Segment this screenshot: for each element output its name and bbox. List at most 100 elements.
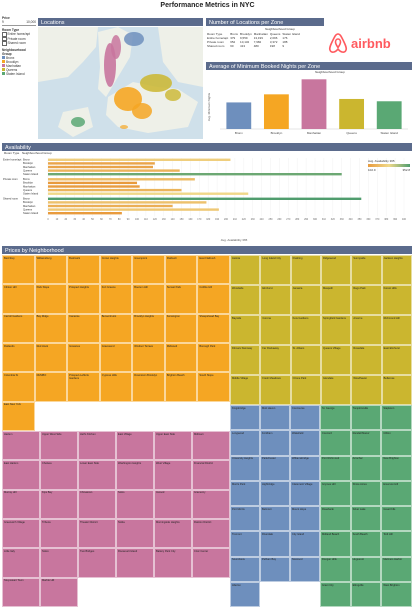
neighborhood-tile[interactable]: Wakefield [290,430,320,455]
neighborhood-tile[interactable]: Bensonhurst [100,314,133,343]
table-row[interactable]: Private room 652 10,132 7,982 3,372 188 [206,40,301,44]
neighborhood-tile[interactable]: Greenpoint [132,255,165,284]
neighborhood-tile[interactable]: Marble Hill [40,578,78,607]
availability-bar[interactable] [48,173,342,175]
availability-bar[interactable] [48,212,122,214]
neighborhood-tile[interactable]: Gramercy [192,490,230,519]
neighborhood-tile[interactable]: Concord [320,430,351,455]
availability-bar[interactable] [48,189,182,191]
neighborhood-tile[interactable]: Bayside [230,315,260,345]
min-nights-chart[interactable]: Avg. Minimum Nights Bronx Brooklyn Manhatt… [206,75,412,139]
neighborhood-tile[interactable]: East Elmhurst [382,345,412,375]
availability-bar[interactable] [48,159,230,161]
neighborhood-tile[interactable]: Midland Beach [320,531,351,556]
neighborhood-tile[interactable]: City Island [290,531,320,556]
neighborhood-tile[interactable]: Boerum Hill [132,284,165,313]
neighborhood-tile[interactable]: Gowanus [67,343,100,372]
neighborhood-tile[interactable]: Columbia St [2,372,35,401]
neighborhood-tile[interactable]: University Heights [230,456,260,481]
neighborhood-tile[interactable]: Midwood [165,343,198,372]
neighborhood-tile[interactable]: Gravesend [100,343,133,372]
neighborhood-tile[interactable]: Borough Park [197,343,230,372]
table-row[interactable]: Entire home/apt 379 9,559 13,199 2,096 1… [206,36,301,40]
neighborhood-tile[interactable]: Theater District [78,519,116,548]
neighborhood-tile[interactable]: Stapleton [381,405,412,430]
neighborhood-tile[interactable]: Great Kills [381,506,412,531]
neighborhood-tile[interactable]: Stuyvesant Town [2,578,40,607]
availability-bar[interactable] [48,201,206,203]
neighborhood-tile[interactable]: Longwood [230,430,260,455]
neighborhood-tile[interactable]: Arrochar [351,456,382,481]
neighborhood-tile[interactable]: Flatbush [165,255,198,284]
neighborhood-tile[interactable]: Queens Village [321,345,351,375]
neighborhood-tile[interactable]: West Brighton [381,582,412,607]
neighborhood-tile[interactable]: Richmond Hill [382,315,412,345]
neighborhood-tile[interactable]: Cypress Hills [100,372,133,401]
bar-bronx[interactable] [226,102,251,129]
availability-bar[interactable] [48,198,361,200]
neighborhood-tile[interactable]: Chinatown [78,490,116,519]
neighborhood-tile[interactable]: Forest Hills [382,285,412,315]
neighborhood-tile[interactable]: Inwood [154,490,192,519]
bar-brooklyn[interactable] [264,94,289,129]
bar-manhattan[interactable] [302,79,327,129]
neighborhood-tile[interactable]: Bay Ridge [35,314,68,343]
neighborhood-tile[interactable]: Woodside [230,285,260,315]
neighborhood-tile[interactable]: DUMBO [35,372,68,401]
availability-bar[interactable] [48,166,153,168]
neighborhood-tile[interactable]: Greenwich Village [2,519,40,548]
neighborhood-tile[interactable]: Red Hook [35,343,68,372]
legend-item[interactable]: Staten Island [2,72,36,76]
neighborhood-tile[interactable]: Flatiron District [192,519,230,548]
neighborhood-tile[interactable]: SoHo [116,490,154,519]
neighborhood-tile[interactable]: Ozone Park [291,375,321,405]
neighborhood-tile[interactable]: Prospect Heights [67,284,100,313]
neighborhood-tile[interactable]: Far Rockaway [260,345,290,375]
neighborhood-tile[interactable]: Upper West Side [40,431,78,460]
neighborhood-tile[interactable]: Eltingville [351,582,382,607]
neighborhood-tile[interactable]: Corona [260,315,290,345]
neighborhood-tile[interactable]: Little Italy [2,548,40,577]
neighborhood-tile[interactable]: Two Bridges [78,548,116,577]
neighborhood-tile[interactable]: Middle Village [230,375,260,405]
neighborhood-tile[interactable]: Rego Park [351,285,381,315]
neighborhood-tile[interactable]: Canarsie [67,314,100,343]
neighborhood-tile[interactable]: Kips Bay [40,490,78,519]
neighborhood-tile[interactable]: New Brighton [381,456,412,481]
neighborhood-tile[interactable]: Soundview [230,557,260,582]
neighborhood-tile[interactable]: Jackson Heights [382,255,412,285]
neighborhood-tile[interactable]: Tribeca [40,519,78,548]
availability-chart[interactable]: Avg. Availability 365 0 10 20 30 40 50 60 70 80 9… [2,156,412,242]
neighborhood-tile[interactable]: South Slope [197,372,230,401]
neighborhood-tile[interactable]: East Harlem [2,460,40,489]
neighborhood-tile[interactable]: Brighton Beach [165,372,198,401]
neighborhood-tile[interactable]: Kensington [165,314,198,343]
neighborhood-tile[interactable]: Rosedale [351,345,381,375]
neighborhood-tile[interactable]: Pelham Bay [260,557,290,582]
room-type-option[interactable]: Shared room [2,41,36,46]
neighborhood-tile[interactable]: Lower East Side [78,460,116,489]
neighborhood-tile[interactable]: Chelsea [40,460,78,489]
bar-staten-island[interactable] [377,101,402,129]
neighborhood-tile[interactable]: Financial District [192,460,230,489]
neighborhood-tile[interactable]: Fort Greene [100,284,133,313]
neighborhood-tile[interactable]: Springfield Gardens [321,315,351,345]
neighborhood-tile[interactable]: Elmhurst [260,285,290,315]
neighborhood-tile[interactable]: Morris Park [230,481,260,506]
neighborhood-tile[interactable]: Bellerose [382,375,412,405]
neighborhood-tile[interactable]: Kew Gardens [291,315,321,345]
neighborhood-tile[interactable]: Kingsbridge [230,405,260,430]
neighborhood-tile[interactable]: Riverdale [260,531,290,556]
neighborhood-tile[interactable]: Sheepshead Bay [197,314,230,343]
neighborhood-tile[interactable]: Astoria [230,255,260,285]
price-treemap[interactable]: Bed-Stuy Williamsburg Bushwick Crown Height… [2,255,412,607]
neighborhood-tile[interactable]: Battery Park City [154,548,192,577]
neighborhood-tile[interactable]: Nolita [116,519,154,548]
availability-bar[interactable] [48,208,219,210]
neighborhood-tile[interactable]: Clinton Hill [2,284,35,313]
neighborhood-tile[interactable]: Flushing [291,255,321,285]
neighborhood-tile[interactable]: Parkchester [260,456,290,481]
neighborhood-tile[interactable]: Maspeth [321,285,351,315]
neighborhood-tile[interactable]: Williamsbridge [290,456,320,481]
neighborhood-tile[interactable]: Highbridge [260,481,290,506]
